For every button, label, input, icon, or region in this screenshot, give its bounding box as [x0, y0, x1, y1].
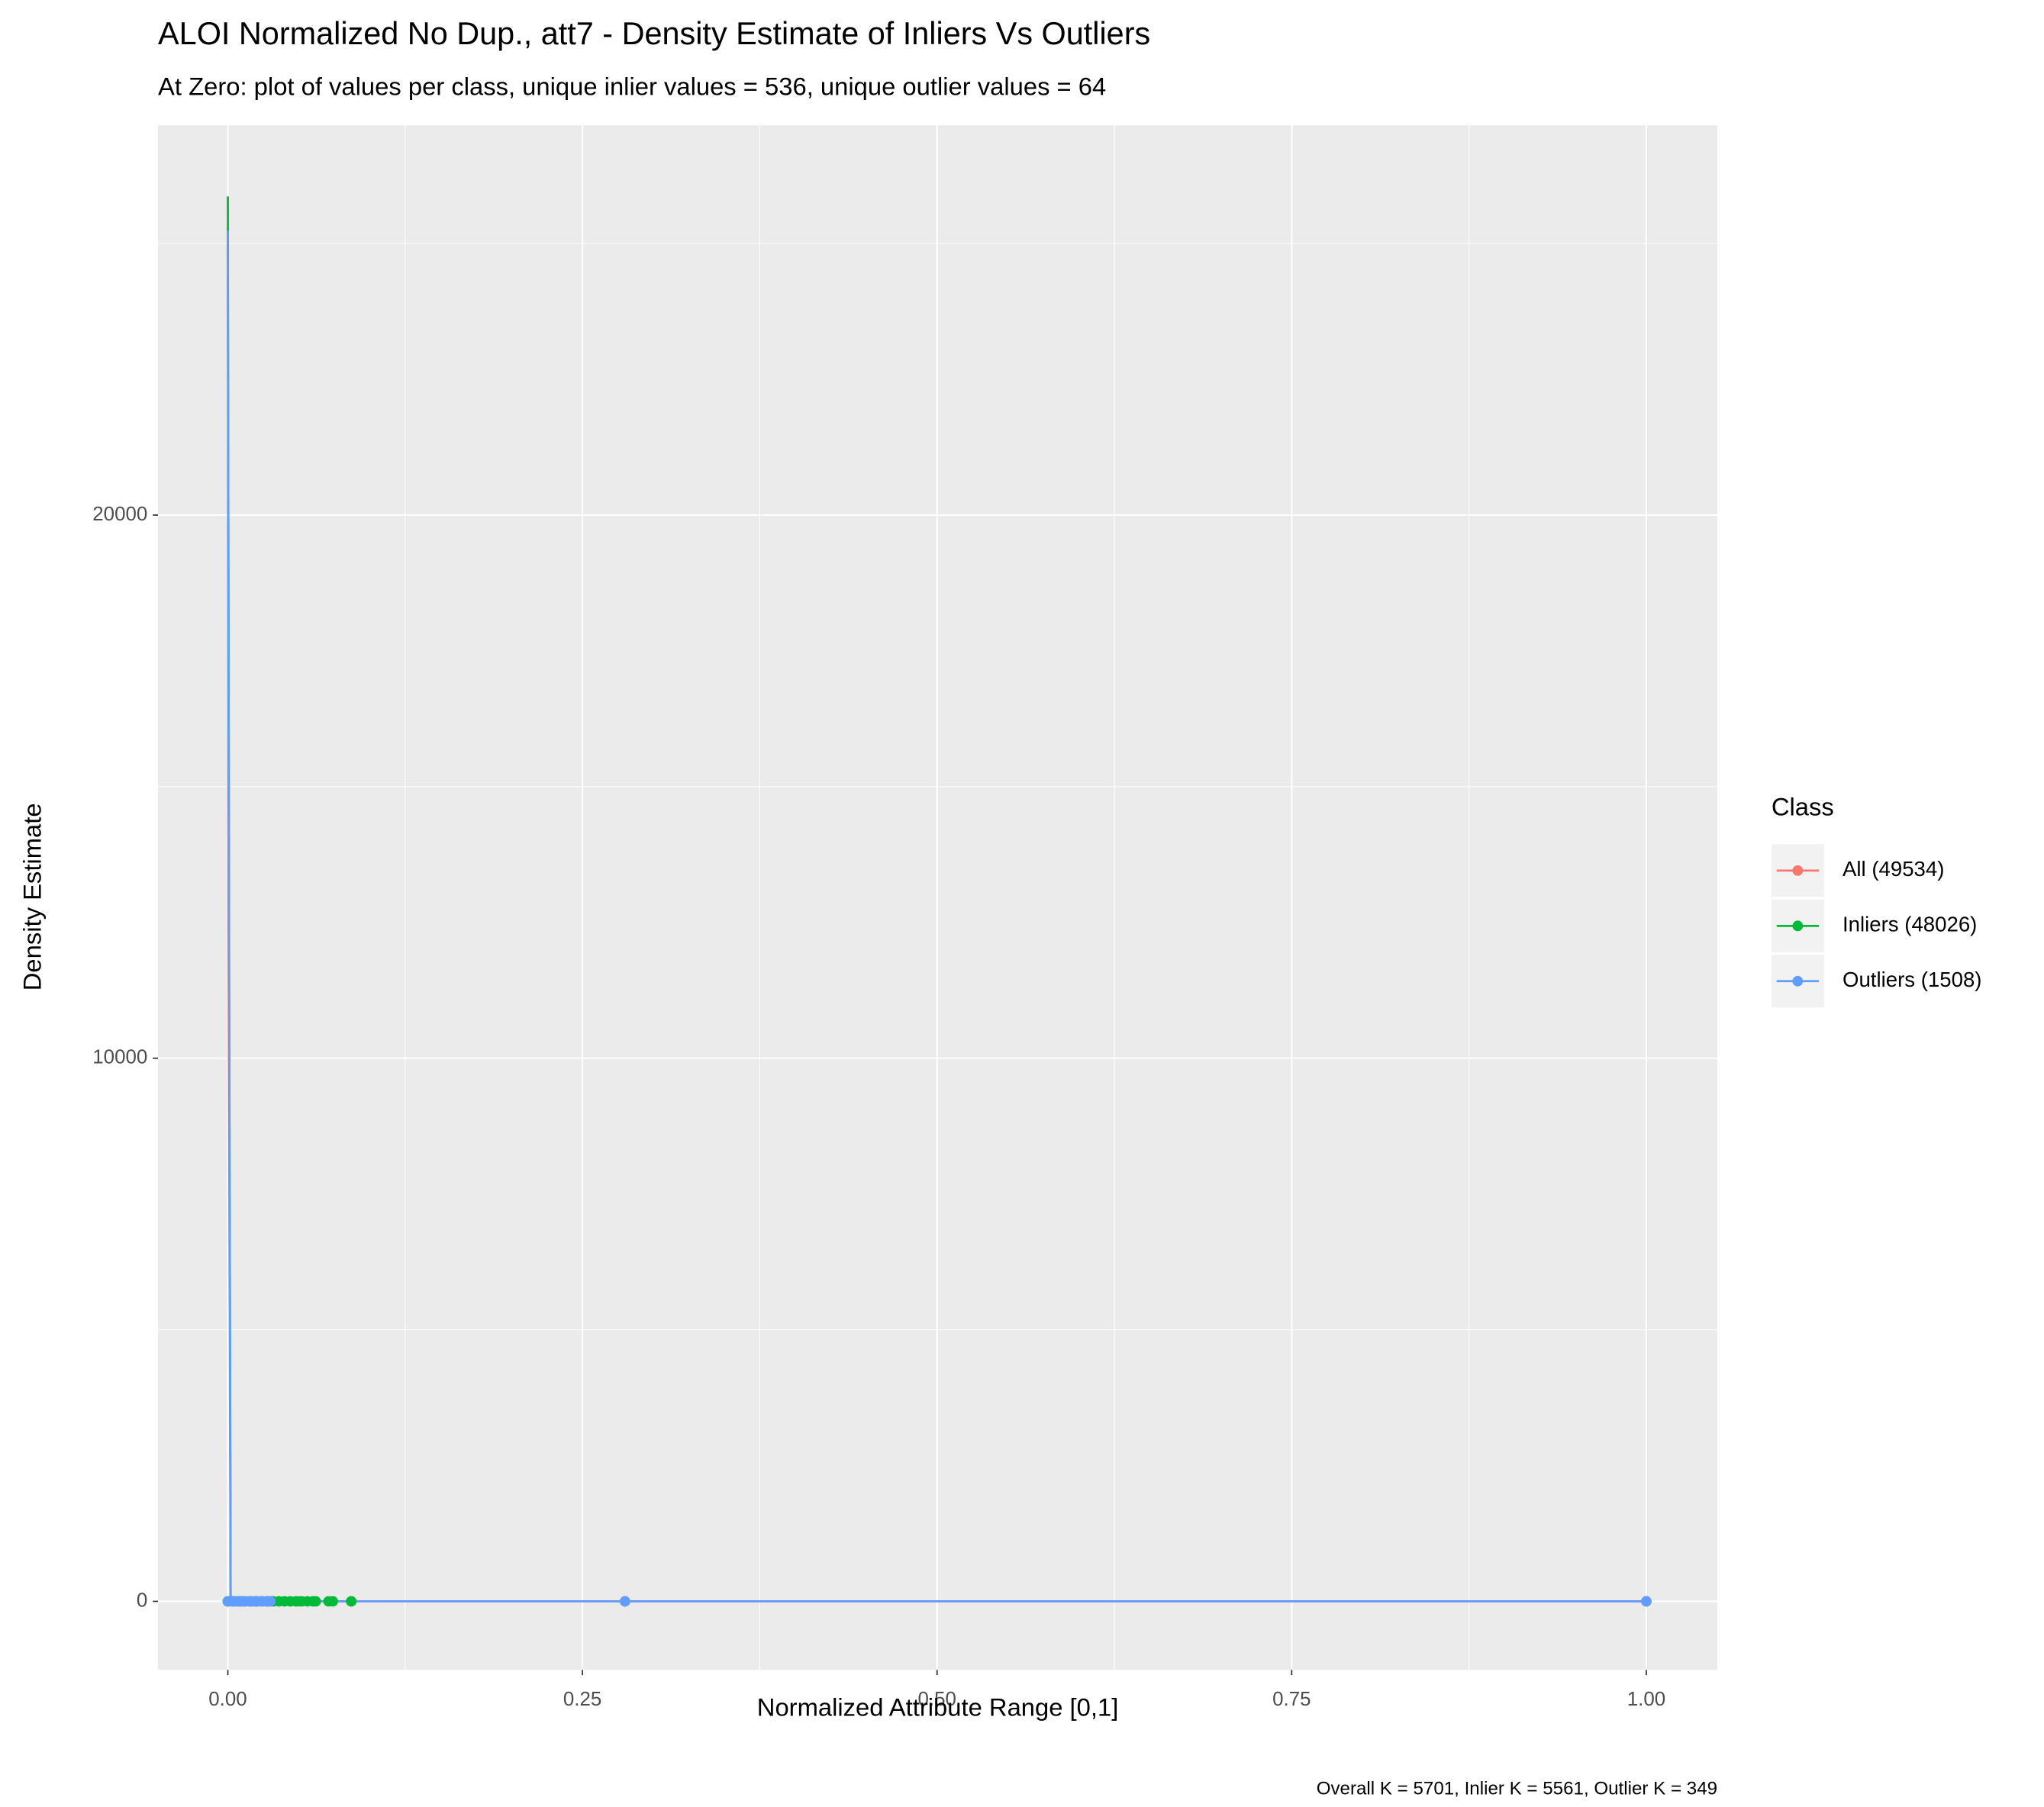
- y-tick-label: 20000: [92, 504, 147, 525]
- legend-label: Inliers (48026): [1843, 913, 1977, 936]
- zero-point: [1641, 1596, 1652, 1607]
- legend-title: Class: [1772, 792, 1834, 820]
- legend: All (49534) Inliers (48026) Outliers (1508…: [1771, 844, 1982, 1008]
- zero-point: [265, 1596, 276, 1607]
- x-tick-label: 1.00: [1627, 1689, 1665, 1710]
- marks: [222, 196, 1652, 1607]
- chart-title: ALOI Normalized No Dup., att7 - Density …: [158, 16, 1150, 51]
- x-tick-label: 0.75: [1272, 1689, 1311, 1710]
- zero-point: [346, 1596, 357, 1607]
- legend-dot: [1792, 920, 1804, 932]
- density-line: [227, 230, 1646, 1602]
- legend-label: All (49534): [1843, 857, 1944, 881]
- legend-dot: [1792, 865, 1804, 876]
- zero-point: [619, 1596, 630, 1607]
- axes: 0.00 0.25 0.50 0.75 1.00 0 10000 20000: [92, 504, 1665, 1710]
- zero-point: [310, 1596, 321, 1607]
- legend-dot: [1792, 975, 1804, 987]
- zero-point: [327, 1596, 338, 1607]
- x-tick-label: 0.25: [563, 1689, 601, 1710]
- caption: Overall K = 5701, Inlier K = 5561, Outli…: [1317, 1779, 1717, 1799]
- y-tick-label: 0: [137, 1590, 147, 1611]
- legend-label: Outliers (1508): [1843, 968, 1982, 991]
- x-axis-label: Normalized Attribute Range [0,1]: [757, 1693, 1119, 1722]
- y-tick-label: 10000: [92, 1047, 147, 1068]
- x-tick-label: 0.00: [208, 1689, 247, 1710]
- x-tick-label: 0.50: [918, 1689, 956, 1710]
- chart-subtitle: At Zero: plot of values per class, uniqu…: [158, 72, 1106, 101]
- y-axis-label: Density Estimate: [18, 803, 47, 990]
